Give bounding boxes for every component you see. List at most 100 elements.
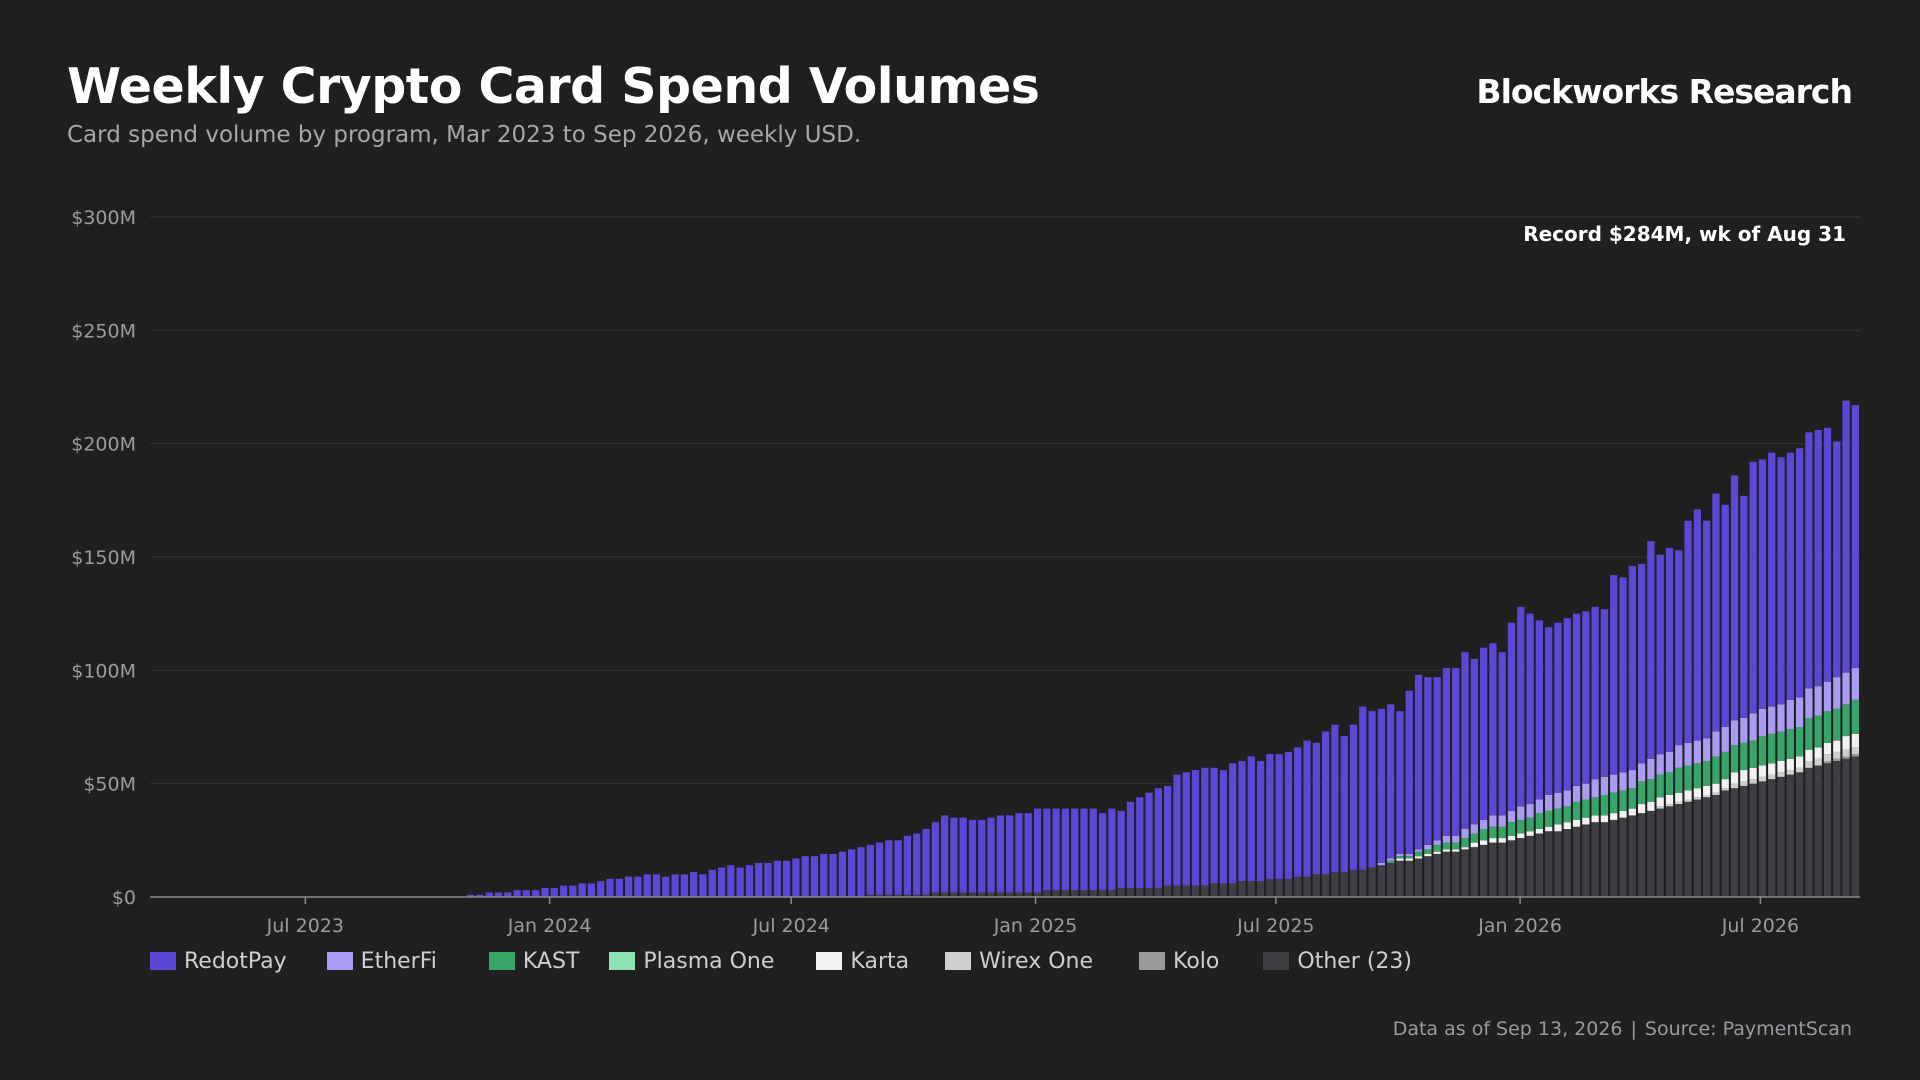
bar-segment-redotpay	[829, 853, 837, 897]
bar-segment-other-23	[1210, 883, 1218, 897]
bar-segment-redotpay	[1647, 541, 1655, 759]
bar-segment-karta	[1591, 815, 1599, 823]
bar-segment-redotpay	[727, 865, 735, 897]
bar-segment-other-23	[1814, 765, 1822, 897]
bar-segment-redotpay	[467, 894, 475, 897]
bar-segment-kast	[1749, 740, 1757, 768]
legend-swatch	[150, 952, 176, 970]
bar-segment-kast	[1795, 727, 1804, 757]
bar-segment-wirex-one	[1656, 806, 1664, 809]
bar-segment-other-23	[1740, 785, 1748, 897]
bar-segment-etherfi	[1665, 751, 1674, 773]
bar-segment-kast	[1489, 826, 1497, 839]
bar-segment-etherfi	[1600, 776, 1609, 795]
bar-segment-redotpay	[1387, 704, 1395, 859]
bar-segment-redotpay	[717, 867, 726, 897]
bar-segment-other-23	[996, 892, 1004, 897]
bar-segment-other-23	[1033, 892, 1042, 897]
bar-segment-etherfi	[1545, 795, 1553, 811]
bar-segment-wirex-one	[1805, 761, 1813, 768]
bar-segment-etherfi	[1377, 863, 1386, 866]
bar-segment-other-23	[1015, 892, 1023, 897]
bar-segment-other-23	[1145, 887, 1153, 897]
bar-segment-kast	[1740, 742, 1748, 771]
bar-segment-kast	[1721, 751, 1729, 780]
bar-segment-redotpay	[885, 840, 893, 895]
bar-segment-redotpay	[1563, 618, 1571, 791]
bar-segment-redotpay	[1442, 668, 1451, 836]
bar-segment-etherfi	[1786, 699, 1794, 730]
bar-segment-wirex-one	[1833, 751, 1841, 759]
bar-segment-kast	[1442, 842, 1451, 850]
bar-segment-etherfi	[1582, 783, 1590, 800]
bar-segment-karta	[1814, 747, 1822, 759]
bar-segment-other-23	[1786, 774, 1794, 897]
bar-segment-redotpay	[1851, 405, 1859, 669]
bar-segment-other-23	[1349, 869, 1358, 897]
bar-segment-redotpay	[1823, 427, 1832, 682]
bar-segment-etherfi	[1470, 824, 1478, 834]
bar-segment-kolo	[1833, 758, 1841, 761]
bar-segment-redotpay	[1061, 808, 1070, 891]
bar-segment-etherfi	[1675, 745, 1683, 768]
bar-segment-karta	[1479, 840, 1488, 845]
bar-segment-other-23	[1628, 815, 1636, 897]
bar-segment-other-23	[1340, 872, 1348, 897]
bar-segment-redotpay	[1089, 808, 1097, 891]
bar-segment-redotpay	[913, 833, 921, 895]
bar-segment-kolo	[1851, 754, 1859, 757]
bar-segment-kast	[1647, 779, 1655, 802]
bar-segment-karta	[1842, 736, 1850, 750]
bar-segment-redotpay	[792, 858, 800, 897]
bar-segment-redotpay	[578, 883, 586, 897]
bar-segment-karta	[1396, 858, 1404, 861]
bar-segment-redotpay	[1712, 493, 1720, 732]
bar-segment-redotpay	[773, 860, 781, 897]
bar-segment-etherfi	[1684, 742, 1692, 766]
bar-segment-other-23	[1833, 761, 1841, 897]
bar-segment-redotpay	[848, 849, 856, 897]
legend-swatch	[1263, 952, 1290, 970]
bar-segment-kast	[1387, 860, 1395, 863]
bar-segment-redotpay	[1164, 785, 1172, 886]
bar-segment-etherfi	[1563, 790, 1571, 807]
bar-segment-etherfi	[1461, 829, 1469, 839]
bar-segment-wirex-one	[1777, 772, 1785, 777]
bar-segment-other-23	[1043, 890, 1051, 897]
legend-label: Other (23)	[1297, 948, 1413, 974]
bar-segment-kast	[1563, 806, 1571, 823]
bar-segment-redotpay	[1340, 736, 1348, 873]
bar-segment-karta	[1433, 851, 1441, 854]
bar-segment-wirex-one	[1675, 801, 1683, 805]
bar-segment-other-23	[1368, 867, 1376, 897]
bar-segment-kast	[1777, 731, 1785, 761]
bar-segment-other-23	[1526, 835, 1534, 897]
bar-segment-redotpay	[606, 878, 614, 897]
bar-segment-redotpay	[1080, 808, 1088, 891]
bar-segment-karta	[1851, 733, 1859, 748]
bar-segment-other-23	[1061, 890, 1070, 897]
bar-segment-other-23	[903, 894, 912, 897]
bar-segment-redotpay	[764, 863, 772, 897]
bar-segment-redotpay	[1637, 563, 1646, 764]
bar-segment-other-23	[1563, 829, 1571, 897]
bar-segment-redotpay	[1405, 690, 1413, 854]
legend-item: RedotPay	[150, 949, 287, 974]
bar-segment-other-23	[1489, 842, 1497, 897]
bar-segment-kast	[1656, 774, 1664, 798]
bar-segment-redotpay	[940, 815, 949, 893]
bar-segment-redotpay	[1006, 815, 1014, 893]
bar-segment-other-23	[1758, 781, 1767, 897]
bar-segment-etherfi	[1740, 717, 1748, 743]
bar-segment-other-23	[1730, 788, 1739, 897]
bar-segment-redotpay	[1814, 430, 1822, 687]
bar-segment-other-23	[1294, 876, 1302, 897]
bar-segment-other-23	[1201, 885, 1209, 897]
bar-segment-redotpay	[950, 817, 958, 893]
bar-segment-redotpay	[745, 865, 754, 897]
bar-segment-redotpay	[1535, 620, 1543, 800]
bar-segment-redotpay	[1396, 711, 1404, 854]
bar-segment-redotpay	[1210, 767, 1218, 884]
bar-segment-karta	[1758, 765, 1767, 777]
x-axis-ticks: Jul 2023 Jan 2024 Jul 2024 Jan 2025 Jul 2025…	[266, 897, 1799, 937]
